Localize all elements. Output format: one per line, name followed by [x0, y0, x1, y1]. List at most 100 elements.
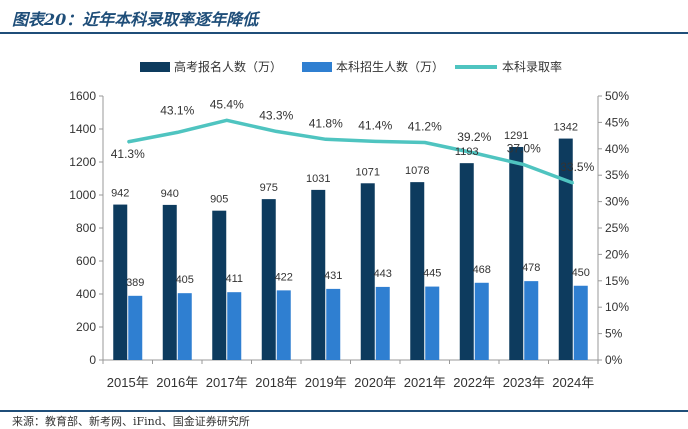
exam-bar-label: 940: [161, 188, 179, 200]
exam-bar: [162, 204, 177, 360]
admit-bar: [177, 293, 192, 360]
right-tick-label: 0%: [605, 353, 623, 367]
right-tick-label: 15%: [605, 274, 629, 288]
left-tick-label: 200: [76, 320, 96, 334]
exam-bar-label: 1078: [405, 165, 429, 177]
left-axis: 0 200 400 600 800 1000 1200 1400 1600: [69, 89, 104, 367]
rate-label: 39.2%: [457, 130, 491, 144]
rate-label: 41.4%: [358, 118, 392, 132]
left-tick-label: 400: [76, 287, 96, 301]
admit-bar-label: 443: [374, 268, 392, 280]
x-tick-label: 2020年: [354, 375, 396, 390]
source-divider: [0, 410, 688, 412]
left-tick-label: 600: [76, 254, 96, 268]
admit-bar: [227, 292, 242, 360]
right-tick-label: 20%: [605, 247, 629, 261]
exam-bar-label: 905: [210, 194, 228, 206]
admit-bar: [425, 286, 440, 360]
admit-bar-label: 445: [423, 268, 441, 280]
right-axis: 0% 5% 10% 15% 20% 25% 30% 35% 40% 45% 50%: [597, 89, 629, 367]
exam-bar: [558, 138, 573, 360]
exam-bar: [410, 182, 425, 360]
x-tick-label: 2015年: [107, 375, 149, 390]
exam-bar: [360, 183, 375, 360]
exam-bar: [113, 204, 128, 360]
left-tick-label: 1400: [69, 122, 96, 136]
rate-label: 45.4%: [210, 97, 244, 111]
right-tick-label: 30%: [605, 195, 629, 209]
left-tick-label: 1200: [69, 155, 96, 169]
right-tick-label: 35%: [605, 168, 629, 182]
exam-bar: [509, 146, 524, 360]
exam-bar: [212, 210, 227, 360]
rate-point: [423, 141, 426, 144]
left-tick-label: 1000: [69, 188, 96, 202]
rate-label: 41.3%: [111, 147, 145, 161]
exam-bar-label: 975: [260, 182, 278, 194]
admit-bar: [276, 290, 291, 360]
rate-label: 41.2%: [408, 119, 442, 133]
admit-bar-label: 405: [176, 274, 194, 286]
right-tick-label: 50%: [605, 89, 629, 103]
admit-bar-label: 411: [225, 273, 243, 285]
exam-bar-label: 1071: [356, 166, 380, 178]
admit-bar: [524, 281, 539, 360]
admit-bar-label: 468: [473, 264, 491, 276]
rate-label: 41.8%: [309, 116, 343, 130]
x-tick-label: 2023年: [503, 375, 545, 390]
data-labels-group: 942 389 940 405 905 411 975 422 1031 431 1071 443 10…: [111, 97, 595, 289]
exam-bar-label: 1342: [554, 122, 578, 134]
rate-point: [522, 163, 525, 166]
legend-swatch-0: [140, 62, 170, 72]
exam-bar: [261, 199, 276, 360]
x-tick-label: 2017年: [206, 375, 248, 390]
admit-bar: [573, 285, 588, 360]
right-tick-label: 5%: [605, 327, 623, 341]
admit-bar: [128, 295, 143, 360]
right-tick-label: 45%: [605, 115, 629, 129]
right-tick-label: 25%: [605, 221, 629, 235]
rate-point: [225, 119, 228, 122]
exam-bar-label: 942: [111, 188, 129, 200]
rate-point: [473, 152, 476, 154]
admit-bar-label: 478: [522, 262, 540, 274]
admit-bar: [326, 288, 341, 360]
title-bar: 图表20：近年本科录取率逐年降低: [0, 0, 688, 34]
x-tick-label: 2016年: [156, 375, 198, 390]
legend-label-0: 高考报名人数（万）: [174, 59, 282, 74]
x-tick-label: 2021年: [404, 375, 446, 390]
rate-point: [572, 182, 575, 184]
x-axis: 2015年 2016年 2017年 2018年 2019年 2020年 2021年 2022年…: [102, 359, 599, 390]
right-tick-label: 10%: [605, 300, 629, 314]
chart-title: 图表20：近年本科录取率逐年降低: [12, 10, 259, 29]
left-tick-label: 1600: [69, 89, 96, 103]
left-tick-label: 0: [89, 353, 96, 367]
admit-bar-label: 450: [572, 267, 590, 279]
x-tick-label: 2019年: [305, 375, 347, 390]
rate-point: [176, 131, 179, 134]
rate-label: 43.3%: [259, 108, 293, 122]
combo-chart: 高考报名人数（万） 本科招生人数（万） 本科录取率 0 200 400 600 800 100…: [69, 59, 629, 390]
x-tick-label: 2024年: [552, 375, 594, 390]
admit-bar: [474, 282, 489, 360]
rate-point: [275, 130, 278, 133]
exam-bar-label: 1291: [504, 130, 528, 142]
exam-bar-label: 1193: [455, 146, 479, 158]
rate-label: 37.0%: [507, 142, 541, 156]
admit-bar-label: 389: [126, 277, 144, 289]
exam-bar: [311, 189, 326, 360]
rate-line-group: [126, 118, 575, 185]
rate-point: [324, 138, 327, 141]
admit-bar: [375, 286, 390, 360]
bars-group: [113, 138, 588, 360]
rate-point: [374, 140, 377, 143]
legend-label-2: 本科录取率: [502, 59, 562, 74]
admit-bar-label: 431: [324, 270, 342, 282]
source-note: 来源：教育部、新考网、iFind、国金证券研究所: [12, 415, 250, 428]
x-tick-label: 2022年: [453, 375, 495, 390]
rate-label: 33.5%: [560, 160, 594, 174]
legend-label-1: 本科招生人数（万）: [336, 59, 444, 74]
exam-bar-label: 1031: [306, 173, 330, 185]
left-tick-label: 800: [76, 221, 96, 235]
admit-bar-label: 422: [275, 271, 293, 283]
